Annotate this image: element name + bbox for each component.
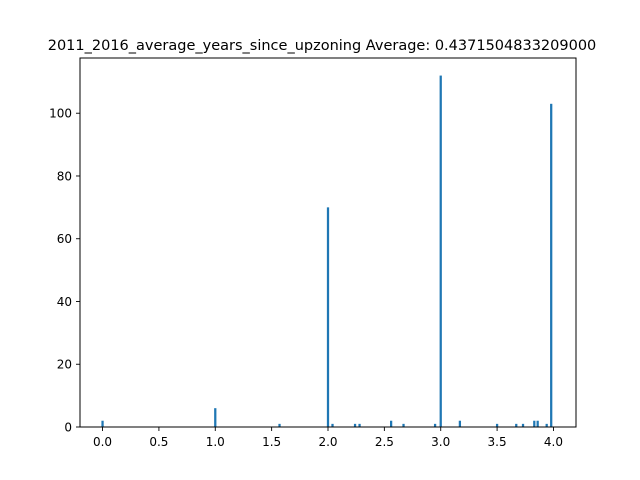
x-tick-label: 1.5 bbox=[262, 435, 281, 449]
histogram-bar bbox=[331, 423, 334, 427]
x-tick-label: 3.0 bbox=[431, 435, 450, 449]
x-tick-label: 4.0 bbox=[544, 435, 563, 449]
x-tick-label: 0.0 bbox=[93, 435, 112, 449]
histogram-bar bbox=[278, 423, 281, 427]
y-tick-label: 100 bbox=[49, 107, 72, 121]
x-axis: 0.0 0.5 1.0 1.5 2.0 2.5 3.0 3.5 4.0 bbox=[93, 427, 563, 449]
histogram-bar bbox=[458, 420, 462, 427]
histogram-bar bbox=[101, 420, 104, 427]
histogram-bar bbox=[495, 423, 499, 427]
histogram-bar bbox=[533, 420, 536, 427]
histogram-bar bbox=[358, 423, 361, 427]
y-axis: 0 20 40 60 80 100 bbox=[49, 107, 80, 435]
chart-title: 2011_2016_average_years_since_upzoning A… bbox=[48, 38, 597, 54]
histogram-bar bbox=[439, 75, 442, 428]
y-tick-label: 60 bbox=[57, 232, 72, 246]
x-tick-label: 3.5 bbox=[488, 435, 507, 449]
y-tick-label: 40 bbox=[57, 295, 72, 309]
x-tick-label: 1.0 bbox=[206, 435, 225, 449]
histogram-bar bbox=[433, 423, 437, 427]
histogram-bar bbox=[353, 423, 357, 427]
histogram-bar bbox=[515, 423, 518, 427]
histogram-bar bbox=[402, 423, 405, 427]
bars-group bbox=[101, 75, 553, 428]
x-tick-label: 2.5 bbox=[375, 435, 394, 449]
histogram-bar bbox=[550, 103, 553, 428]
plot-frame bbox=[79, 57, 577, 428]
y-tick-label: 80 bbox=[57, 169, 72, 183]
histogram-bar bbox=[326, 207, 330, 427]
histogram-bar bbox=[545, 423, 548, 427]
histogram-bar bbox=[521, 423, 525, 427]
histogram-bar bbox=[214, 408, 217, 427]
x-tick-label: 2.0 bbox=[318, 435, 337, 449]
histogram-bar bbox=[536, 420, 539, 427]
y-tick-label: 20 bbox=[57, 358, 72, 372]
histogram-bar bbox=[390, 420, 393, 427]
x-tick-label: 0.5 bbox=[149, 435, 168, 449]
y-tick-label: 0 bbox=[64, 421, 72, 435]
